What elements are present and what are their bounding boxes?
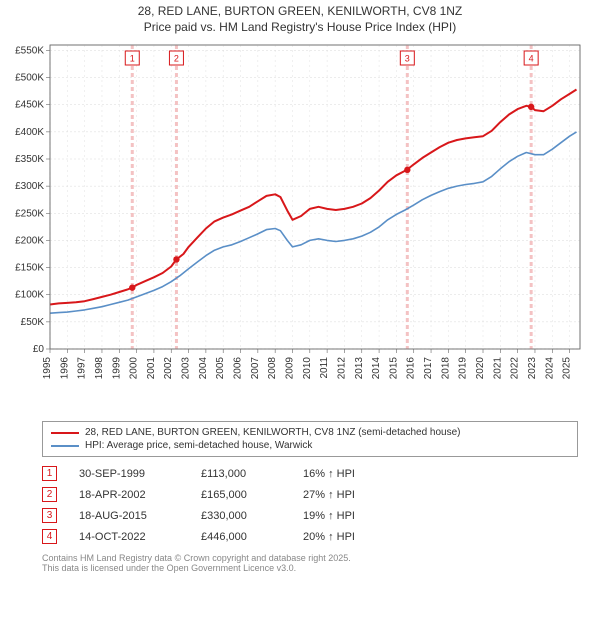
legend: 28, RED LANE, BURTON GREEN, KENILWORTH, … [42,421,578,457]
transaction-marker: 1 [42,466,57,481]
svg-text:3: 3 [405,54,410,64]
legend-swatch [51,432,79,434]
transaction-price: £113,000 [201,468,281,480]
svg-text:£550K: £550K [15,46,44,57]
svg-text:2013: 2013 [354,357,365,380]
svg-text:2017: 2017 [423,357,434,380]
transaction-pct: 27% ↑ HPI [303,489,393,501]
svg-text:2020: 2020 [475,357,486,380]
svg-text:2023: 2023 [527,357,538,380]
svg-text:2014: 2014 [371,357,382,380]
svg-text:£500K: £500K [15,73,44,84]
svg-text:1999: 1999 [111,357,122,380]
svg-text:2003: 2003 [181,357,192,380]
svg-text:2009: 2009 [284,357,295,380]
transaction-pct: 16% ↑ HPI [303,468,393,480]
transaction-marker: 3 [42,508,57,523]
transaction-row: 1 30-SEP-1999 £113,000 16% ↑ HPI [42,463,578,484]
svg-text:2022: 2022 [510,357,521,380]
transaction-date: 14-OCT-2022 [79,531,179,543]
svg-text:£200K: £200K [15,236,44,247]
svg-text:2015: 2015 [388,357,399,380]
transaction-pct: 19% ↑ HPI [303,510,393,522]
svg-text:2: 2 [174,54,179,64]
transaction-price: £165,000 [201,489,281,501]
svg-text:2008: 2008 [267,357,278,380]
svg-text:2019: 2019 [458,357,469,380]
transaction-pct: 20% ↑ HPI [303,531,393,543]
legend-label: 28, RED LANE, BURTON GREEN, KENILWORTH, … [85,427,461,438]
svg-text:£350K: £350K [15,154,44,165]
svg-text:1996: 1996 [59,357,70,380]
chart-title-block: 28, RED LANE, BURTON GREEN, KENILWORTH, … [0,0,600,37]
svg-text:2002: 2002 [163,357,174,380]
footnote-line-1: Contains HM Land Registry data © Crown c… [42,553,578,563]
svg-text:£250K: £250K [15,208,44,219]
svg-text:2018: 2018 [440,357,451,380]
transaction-row: 2 18-APR-2002 £165,000 27% ↑ HPI [42,484,578,505]
svg-text:2004: 2004 [198,357,209,380]
title-line-2: Price paid vs. HM Land Registry's House … [0,20,600,36]
transaction-date: 18-APR-2002 [79,489,179,501]
transaction-date: 30-SEP-1999 [79,468,179,480]
svg-text:1995: 1995 [42,357,53,380]
chart-svg: £0 £50K £100K £150K £200K £250K £300K £350K £400… [0,37,600,417]
svg-text:£0: £0 [33,344,45,355]
svg-text:1: 1 [130,54,135,64]
svg-text:2021: 2021 [492,357,503,380]
transaction-price: £446,000 [201,531,281,543]
footnote-line-2: This data is licensed under the Open Gov… [42,563,578,573]
svg-text:2011: 2011 [319,357,330,379]
svg-text:£150K: £150K [15,263,44,274]
svg-text:2007: 2007 [250,357,261,380]
svg-text:£450K: £450K [15,100,44,111]
title-line-1: 28, RED LANE, BURTON GREEN, KENILWORTH, … [0,4,600,20]
svg-text:2024: 2024 [544,357,555,380]
svg-text:£100K: £100K [15,290,44,301]
transaction-marker: 4 [42,529,57,544]
legend-swatch [51,445,79,447]
transaction-price: £330,000 [201,510,281,522]
svg-text:2025: 2025 [562,357,573,380]
svg-text:£50K: £50K [21,317,45,328]
transaction-date: 18-AUG-2015 [79,510,179,522]
footnote: Contains HM Land Registry data © Crown c… [42,553,578,573]
svg-text:2000: 2000 [129,357,140,380]
svg-text:2005: 2005 [215,357,226,380]
chart-area: £0 £50K £100K £150K £200K £250K £300K £350K £400… [0,37,600,417]
transaction-row: 4 14-OCT-2022 £446,000 20% ↑ HPI [42,526,578,547]
svg-text:2012: 2012 [336,357,347,380]
svg-text:2010: 2010 [302,357,313,380]
svg-text:£300K: £300K [15,181,44,192]
svg-text:1997: 1997 [77,357,88,380]
svg-text:2001: 2001 [146,357,157,380]
svg-text:2006: 2006 [233,357,244,380]
svg-text:2016: 2016 [406,357,417,380]
legend-row: HPI: Average price, semi-detached house,… [51,439,569,452]
transaction-marker: 2 [42,487,57,502]
svg-text:4: 4 [529,54,534,64]
legend-row: 28, RED LANE, BURTON GREEN, KENILWORTH, … [51,426,569,439]
transaction-row: 3 18-AUG-2015 £330,000 19% ↑ HPI [42,505,578,526]
svg-text:1998: 1998 [94,357,105,380]
legend-label: HPI: Average price, semi-detached house,… [85,440,312,451]
transactions-table: 1 30-SEP-1999 £113,000 16% ↑ HPI 2 18-APR-200… [42,463,578,547]
svg-text:£400K: £400K [15,127,44,138]
